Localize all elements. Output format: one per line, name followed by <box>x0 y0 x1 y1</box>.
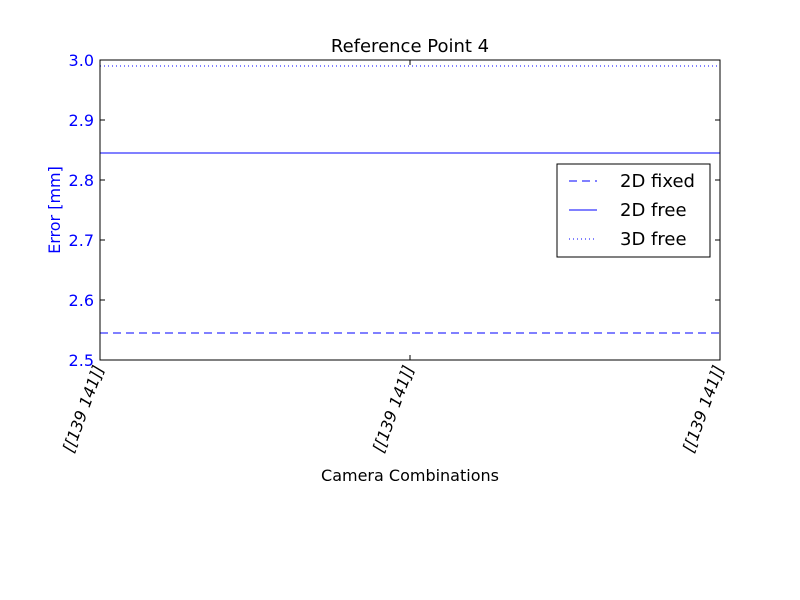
legend: 2D fixed 2D free 3D free <box>556 163 711 258</box>
chart-title: Reference Point 4 <box>331 36 489 57</box>
legend-items: 2D fixed 2D free 3D free <box>569 171 695 250</box>
y-axis-label: Error [mm] <box>45 166 64 254</box>
legend-label: 3D free <box>620 229 687 250</box>
x-axis-label: Camera Combinations <box>321 466 499 485</box>
y-tick-label: 2.6 <box>69 291 94 310</box>
legend-label: 2D free <box>620 200 687 221</box>
series-layer <box>100 65 720 334</box>
plot-frame <box>99 59 721 361</box>
y-tick-label: 2.9 <box>69 111 94 130</box>
y-tick-label: 2.5 <box>69 351 94 370</box>
y-tick-label: 2.7 <box>69 231 94 250</box>
y-tick-label: 3.0 <box>69 51 94 70</box>
x-tick-label: [[139 141]] <box>59 363 108 455</box>
legend-label: 2D fixed <box>620 171 695 192</box>
y-tick-label: 2.8 <box>69 171 94 190</box>
x-tick-label: [[139 141]] <box>679 363 728 455</box>
x-tick-label: [[139 141]] <box>369 363 418 455</box>
